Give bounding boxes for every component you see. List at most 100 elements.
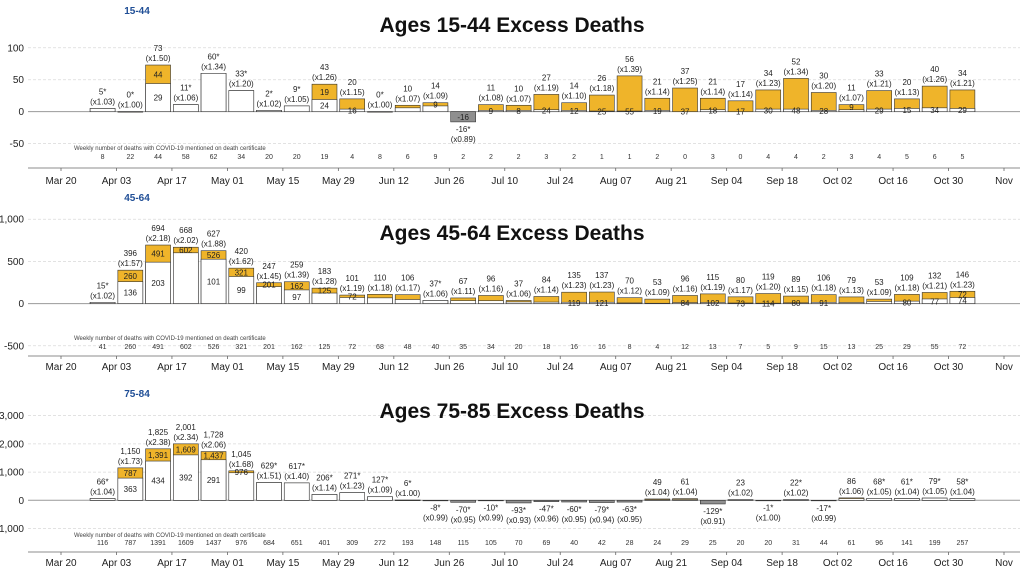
weekly-covid-count: 1391 <box>150 540 166 547</box>
excess-value-label: -79* <box>594 506 609 515</box>
weekly-covid-count: 18 <box>542 344 550 351</box>
covid-bar <box>727 302 754 304</box>
covid-bar <box>838 302 865 304</box>
weekly-covid-count: 2 <box>517 154 521 161</box>
weekly-covid-count: 199 <box>929 540 941 547</box>
covid-bar <box>894 498 920 501</box>
in-bar-excess-label: 1,391 <box>148 451 169 460</box>
weekly-covid-count: 651 <box>291 540 303 547</box>
ratio-label: (x1.00) <box>368 101 393 110</box>
in-bar-covid-label: 97 <box>292 293 301 302</box>
excess-value-label: 61* <box>901 478 913 487</box>
excess-value-label: 68* <box>873 477 885 486</box>
weekly-covid-count: 5 <box>905 154 909 161</box>
weekly-covid-count: 0 <box>739 154 743 161</box>
x-tick-label: May 01 <box>211 558 244 569</box>
in-bar-covid-label: 291 <box>207 476 221 485</box>
excess-value-label: 106 <box>401 274 415 283</box>
excess-value-label: 127* <box>372 476 388 485</box>
weekly-covid-count: 1 <box>628 154 632 161</box>
covid-bar <box>949 297 976 304</box>
covid-bar <box>838 109 865 112</box>
weekly-covid-count: 321 <box>235 344 247 351</box>
excess-value-label: -1* <box>763 503 773 512</box>
excess-value-label: 617* <box>289 462 305 471</box>
excess-value-label: 27 <box>542 73 551 82</box>
excess-value-label: 10 <box>403 84 412 93</box>
x-tick-label: Jun 26 <box>434 176 464 187</box>
covid-bar <box>117 477 144 501</box>
excess-value-label: 58* <box>956 478 968 487</box>
x-tick-label: Aug 07 <box>600 558 632 569</box>
weekly-covid-count: 25 <box>875 344 883 351</box>
in-bar-excess-label: 19 <box>320 88 329 97</box>
ratio-label: (x1.19) <box>340 284 365 293</box>
excess-value-label: -70* <box>456 505 471 514</box>
weekly-covid-count: 15 <box>820 344 828 351</box>
ratio-label: (x1.23) <box>756 79 781 88</box>
weekly-covid-count: 20 <box>515 344 523 351</box>
in-bar-excess-label: 491 <box>151 250 165 259</box>
ratio-label: (x1.14) <box>728 90 753 99</box>
x-tick-label: Jun 12 <box>379 176 409 187</box>
excess-value-label: 96 <box>486 274 495 283</box>
ratio-label: (x1.57) <box>118 259 143 268</box>
covid-bar <box>672 499 698 501</box>
ratio-label: (x1.02) <box>784 489 809 498</box>
chart-title: Ages 45-64 Excess Deaths <box>380 222 645 245</box>
y-tick-label: 100 <box>7 43 24 54</box>
excess-value-label: 37* <box>429 279 441 288</box>
excess-value-label: 183 <box>318 267 332 276</box>
excess-value-label: 0* <box>127 91 135 100</box>
excess-value-label: 60* <box>208 52 220 61</box>
ratio-label: (x0.95) <box>451 515 476 524</box>
weekly-covid-count: 976 <box>235 540 247 547</box>
weekly-covid-count: 35 <box>459 344 467 351</box>
excess-value-label: 53 <box>875 278 884 287</box>
ratio-label: (x1.07) <box>839 94 864 103</box>
weekly-covid-count: 9 <box>433 154 437 161</box>
covid-bar <box>838 498 865 501</box>
in-bar-covid-label: 136 <box>124 289 138 298</box>
y-tick-label: 0 <box>18 496 24 507</box>
covid-bar <box>894 108 920 112</box>
excess-value-label: 396 <box>124 249 138 258</box>
in-bar-covid-label: 55 <box>625 107 634 116</box>
in-bar-covid-label: 15 <box>902 106 911 115</box>
excess-value-label: 33* <box>235 70 247 79</box>
in-bar-covid-label: 392 <box>179 474 193 483</box>
ratio-label: (x1.14) <box>700 87 725 96</box>
y-tick-label: 1,000 <box>0 215 24 226</box>
excess-value-label: 84 <box>542 276 551 285</box>
x-tick-label: Sep 18 <box>766 362 798 373</box>
ratio-label: (x1.19) <box>700 283 725 292</box>
excess-value-label: 10 <box>514 84 523 93</box>
covid-bar <box>89 498 116 501</box>
excess-value-label: 1,728 <box>204 431 225 440</box>
in-bar-excess-label: 72 <box>958 290 967 299</box>
negative-excess-bar <box>755 500 782 502</box>
weekly-covid-count: 201 <box>263 344 275 351</box>
ratio-label: (x1.14) <box>534 286 559 295</box>
y-tick-label: -50 <box>10 139 25 150</box>
covid-bar <box>672 302 698 304</box>
in-bar-excess-label: 201 <box>262 281 276 290</box>
weekly-covid-count: 29 <box>903 344 911 351</box>
x-tick-label: Aug 07 <box>600 176 632 187</box>
weekly-covid-count: 526 <box>208 344 220 351</box>
covid-bar <box>145 83 171 112</box>
weekly-covid-count: 4 <box>766 154 770 161</box>
weekly-covid-count: 16 <box>598 344 606 351</box>
x-tick-label: Oct 30 <box>934 176 964 187</box>
ratio-label: (x0.93) <box>506 516 531 525</box>
in-bar-covid-label: 30 <box>764 106 773 115</box>
ratio-label: (x1.13) <box>839 286 864 295</box>
y-tick-label: 0 <box>18 107 24 118</box>
excess-value-label: 20 <box>902 78 911 87</box>
chart-title: Ages 15-44 Excess Deaths <box>380 14 645 37</box>
excess-value-label: 14 <box>570 82 579 91</box>
in-bar-excess-label: 44 <box>154 70 163 79</box>
weekly-covid-count: 28 <box>626 540 634 547</box>
covid-bar <box>866 498 892 501</box>
x-tick-label: Jul 10 <box>491 362 518 373</box>
